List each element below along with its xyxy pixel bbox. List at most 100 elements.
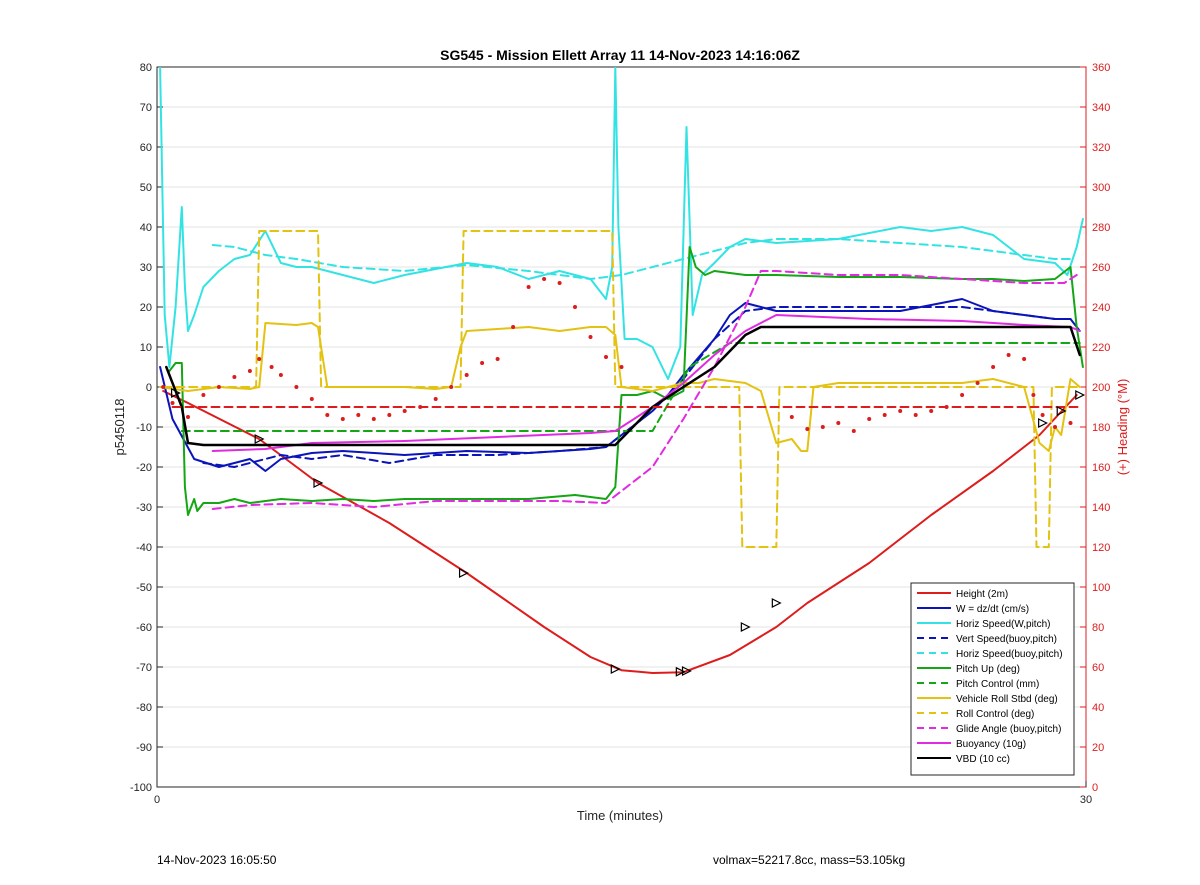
height-marker — [458, 568, 469, 578]
legend-label: Pitch Control (mm) — [956, 679, 1039, 690]
heading-point — [619, 365, 624, 369]
legend-label: Vehicle Roll Stbd (deg) — [956, 694, 1058, 705]
height-marker — [170, 388, 181, 398]
x-axis-label: Time (minutes) — [577, 808, 663, 823]
height-marker — [675, 666, 686, 677]
legend: Height (2m) W = dz/dt (cm/s) Horiz Speed(W… — [910, 582, 1075, 776]
height-marker — [1075, 390, 1086, 400]
heading-point — [836, 421, 841, 425]
y-tick-label-right: 120 — [1092, 542, 1110, 554]
height-marker — [254, 434, 265, 444]
series-vbd — [165, 325, 1082, 447]
heading-point — [356, 413, 361, 417]
y-tick-label: 80 — [140, 62, 152, 74]
y-tick-label-right: 60 — [1092, 662, 1104, 674]
chart-title: SG545 - Mission Ellett Array 11 14-Nov-2… — [440, 47, 800, 63]
y-tick-label: 0 — [146, 382, 152, 394]
series-glide_angle — [211, 270, 1078, 510]
y-tick-label-right: 0 — [1092, 782, 1098, 794]
heading-point — [1040, 413, 1045, 417]
y-tick-label-right: 360 — [1092, 62, 1110, 74]
heading-point — [975, 381, 980, 385]
y-tick-label: -90 — [136, 742, 152, 754]
y-tick-label-right: 220 — [1092, 342, 1110, 354]
heading-point — [201, 393, 206, 397]
y-tick-label-right: 280 — [1092, 222, 1110, 234]
y-tick-label: 10 — [140, 342, 152, 354]
y-tick-label: -40 — [136, 542, 152, 554]
height-marker — [1038, 418, 1048, 428]
legend-label: VBD (10 cc) — [956, 754, 1010, 765]
y-axis-right: 0 20 40 60 80 100 120 140 160 180 200 220 240 260 280 3… — [1080, 62, 1110, 794]
heading-point — [247, 369, 252, 373]
heading-point — [588, 335, 593, 339]
series-horiz_speed_buoy — [211, 238, 1072, 280]
heading-point — [449, 385, 454, 389]
heading-point — [418, 405, 423, 409]
heading-point — [170, 401, 175, 405]
heading-points-layer — [161, 277, 1073, 433]
y-tick-label-right: 200 — [1092, 382, 1110, 394]
y-tick-label-right: 40 — [1092, 702, 1104, 714]
series-horiz_speed — [159, 67, 1084, 380]
series-layer — [159, 67, 1084, 674]
y-tick-label: -20 — [136, 462, 152, 474]
legend-label: Height (2m) — [956, 589, 1008, 600]
heading-point — [1053, 425, 1057, 429]
heading-point — [1031, 393, 1036, 397]
height-marker — [1056, 406, 1067, 416]
y-tick-label: 20 — [140, 302, 152, 314]
height-marker — [610, 664, 621, 674]
heading-point — [278, 373, 283, 377]
y-tick-label: -30 — [136, 502, 152, 514]
series-height — [162, 390, 1078, 674]
heading-point — [186, 415, 190, 419]
heading-point — [1022, 357, 1027, 361]
series-buoyancy — [211, 314, 1081, 452]
y-axis-label: p5450118 — [112, 399, 127, 456]
heading-point — [542, 277, 547, 281]
legend-label: Roll Control (deg) — [956, 709, 1034, 720]
heading-point — [898, 409, 903, 413]
markers-layer — [170, 388, 1086, 677]
heading-point — [960, 393, 965, 397]
legend-label: Horiz Speed(W,pitch) — [956, 619, 1050, 630]
legend-label: W = dz/dt (cm/s) — [956, 604, 1029, 615]
heading-point — [604, 355, 608, 359]
heading-point — [573, 305, 577, 309]
y-tick-label-right: 20 — [1092, 742, 1104, 754]
series-pitch_control — [180, 342, 1081, 432]
heading-point — [309, 397, 314, 401]
y-tick-label: -50 — [136, 582, 152, 594]
heading-point — [557, 281, 562, 285]
heading-point — [944, 405, 949, 409]
y-tick-label-right: 340 — [1092, 102, 1110, 114]
footer-volmax-mass: volmax=52217.8cc, mass=53.105kg — [713, 853, 906, 867]
heading-point — [929, 409, 934, 413]
heading-point — [820, 425, 825, 429]
heading-point — [1068, 421, 1073, 425]
legend-label: Horiz Speed(buoy,pitch) — [956, 649, 1063, 660]
heading-point — [991, 365, 996, 369]
heading-point — [480, 361, 485, 365]
y-tick-label: -80 — [136, 702, 152, 714]
heading-point — [526, 285, 531, 289]
series-vert_speed_buoy — [202, 306, 1072, 468]
legend-label: Pitch Up (deg) — [956, 664, 1020, 675]
height-marker — [740, 622, 751, 632]
heading-point — [294, 385, 299, 389]
x-axis: 0 30 — [154, 781, 1092, 806]
legend-label: Buoyancy (10g) — [956, 739, 1026, 750]
heading-point — [216, 385, 221, 389]
y-tick-label-right: 160 — [1092, 462, 1110, 474]
x-tick-label: 30 — [1080, 794, 1092, 806]
height-marker — [771, 598, 782, 608]
y-tick-label-right: 240 — [1092, 302, 1110, 314]
height-marker — [313, 478, 324, 488]
heading-point — [340, 417, 345, 421]
y-axis-left: -100-90-80-70-60-50-40-30-20-10010203040… — [130, 62, 163, 794]
heading-point — [1006, 353, 1011, 357]
heading-point — [867, 417, 872, 421]
heading-point — [387, 413, 392, 417]
series-roll — [159, 322, 1081, 452]
